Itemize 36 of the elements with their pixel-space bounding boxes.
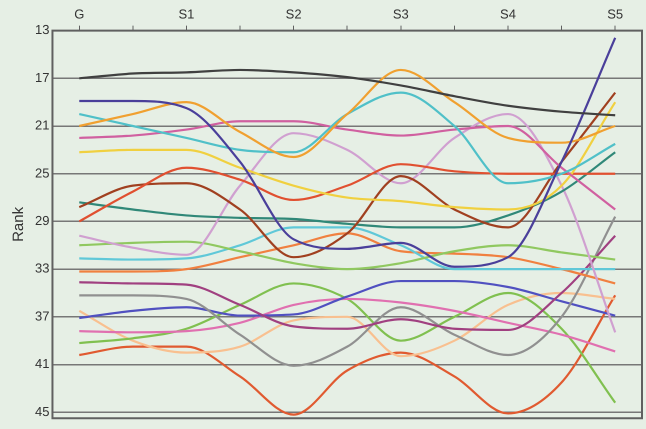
line-series [78, 151, 616, 228]
line-series [78, 232, 616, 285]
y-tick-label: 29 [34, 212, 50, 228]
line-series [78, 112, 616, 334]
y-tick-label: 41 [34, 356, 50, 372]
line-series [78, 240, 616, 270]
y-tick-label: 37 [34, 308, 50, 324]
line-series [78, 68, 616, 116]
line-series [78, 234, 616, 332]
y-tick-label: 17 [34, 70, 50, 85]
x-tick-label: S3 [392, 6, 409, 22]
x-tick-label: S4 [500, 6, 516, 22]
line-series [78, 120, 616, 211]
y-tick-label: 13 [34, 22, 50, 38]
y-tick-label: 25 [34, 165, 50, 180]
line-series [78, 101, 616, 211]
x-tick-label: G [74, 6, 84, 22]
line-series [78, 226, 616, 270]
x-tick-label: S1 [178, 6, 194, 22]
line-series [78, 92, 616, 184]
line-series [78, 298, 616, 353]
line-series [78, 92, 616, 258]
x-tick-label: S5 [607, 6, 624, 22]
y-tick-label: 33 [34, 260, 50, 276]
line-series [78, 292, 616, 358]
line-series [78, 280, 616, 320]
y-tick-label: 21 [34, 118, 50, 133]
line-series [78, 36, 616, 268]
line-series [78, 68, 616, 158]
line-series [78, 282, 616, 404]
y-axis-title: Rank [10, 206, 28, 242]
x-tick-label: S2 [286, 6, 302, 22]
line-series [78, 216, 616, 367]
line-series [78, 163, 616, 223]
y-tick-label: 45 [34, 404, 50, 419]
line-series [78, 294, 616, 416]
